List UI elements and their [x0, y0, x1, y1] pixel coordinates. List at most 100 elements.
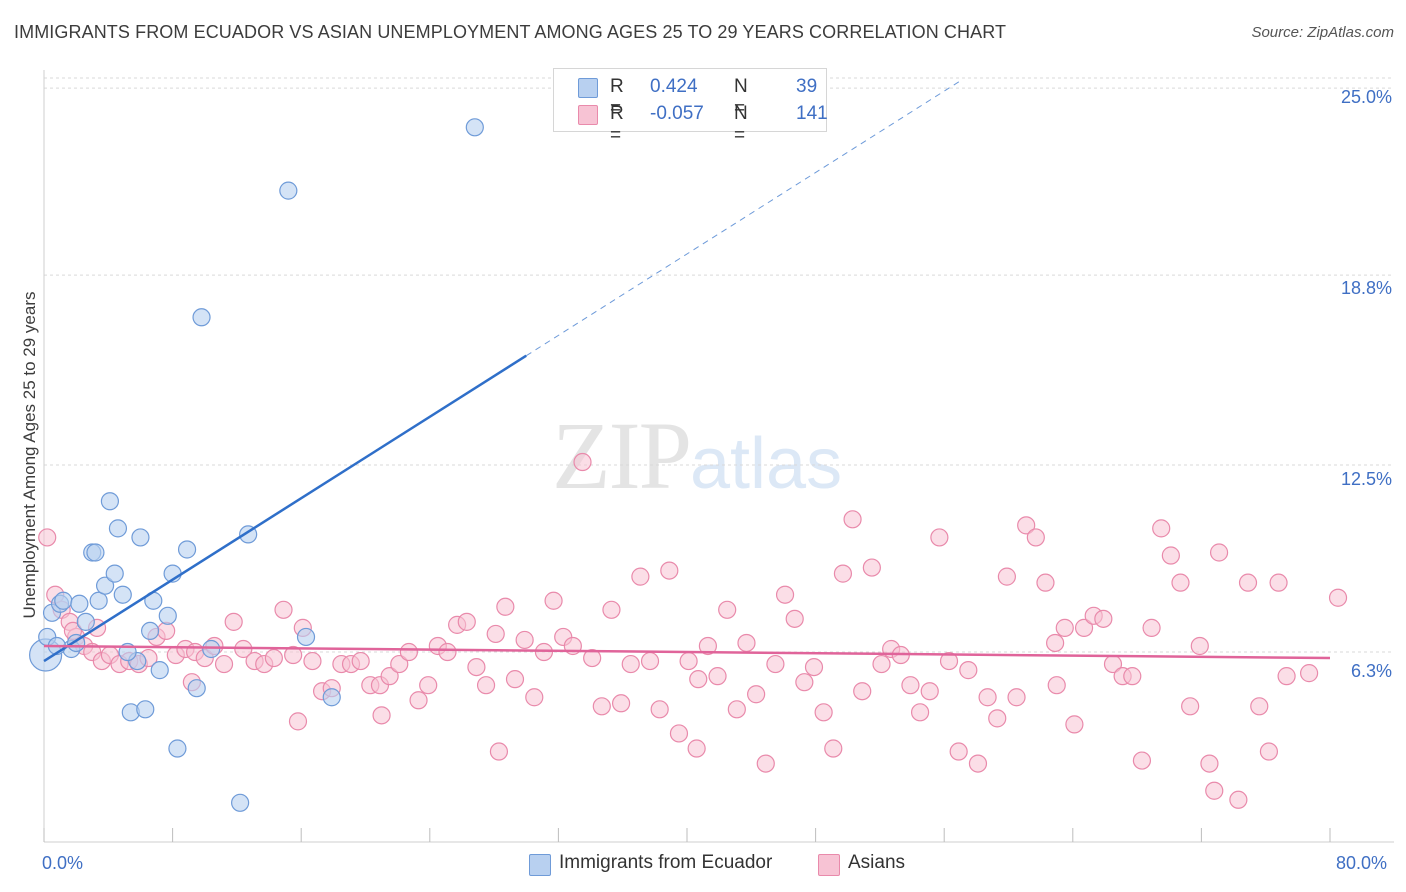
- ecuador-point: [108, 519, 128, 538]
- ecuador-point: [158, 606, 177, 625]
- r-value: 0.424: [650, 76, 698, 97]
- watermark: ZIPatlas: [552, 400, 842, 511]
- asian-point: [505, 670, 525, 689]
- asian-point: [157, 621, 176, 641]
- n-value: 141: [796, 103, 828, 124]
- asian-point: [698, 636, 717, 656]
- asian-point: [910, 703, 930, 722]
- asian-point: [968, 754, 988, 773]
- asian-point: [476, 676, 496, 695]
- ecuador-swatch: [578, 78, 598, 98]
- asian-point: [814, 703, 833, 722]
- asian-point: [824, 739, 843, 758]
- asian-swatch: [578, 105, 598, 125]
- asian-point: [1300, 664, 1319, 683]
- asian-point: [747, 685, 766, 704]
- n-value: 39: [796, 76, 818, 97]
- ecuador-point: [465, 118, 484, 137]
- asian-point: [592, 697, 611, 716]
- asian-point: [372, 706, 391, 725]
- asian-point: [496, 597, 515, 616]
- asian-trend-line: [43, 644, 1331, 660]
- asian-point: [438, 642, 457, 662]
- ecuador-point: [177, 540, 197, 559]
- asian-point: [274, 600, 293, 619]
- ecuador-point: [54, 591, 73, 610]
- asian-point: [409, 691, 428, 710]
- asian-point: [804, 657, 824, 677]
- r-value: -0.057: [650, 103, 704, 124]
- n-label: N =: [734, 76, 748, 119]
- asian-point: [1026, 528, 1045, 547]
- ecuador-point: [231, 793, 250, 812]
- ecuador-point: [150, 661, 169, 680]
- asian-point: [1328, 588, 1348, 607]
- asian-point: [573, 452, 592, 472]
- asian-point: [997, 567, 1016, 586]
- asian-point: [1161, 546, 1180, 565]
- ecuador-legend-label: Immigrants from Ecuador: [559, 852, 773, 873]
- asian-point: [214, 654, 234, 674]
- ecuador-trend-line: [43, 354, 527, 663]
- asian-point: [288, 712, 308, 731]
- asian-point: [489, 742, 509, 761]
- asian-point: [1017, 516, 1036, 535]
- ecuador-point: [86, 543, 105, 562]
- ecuador-point: [100, 492, 120, 511]
- asian-point: [515, 630, 534, 650]
- ecuador-point: [136, 700, 155, 719]
- asian-point: [399, 642, 419, 662]
- asian-point: [486, 624, 505, 644]
- ecuador-trend-extension: [525, 80, 961, 357]
- r-label: R =: [610, 103, 624, 146]
- asian-point: [1277, 667, 1296, 686]
- ecuador-point: [168, 739, 187, 758]
- asian-point: [843, 510, 862, 529]
- asian-point: [1259, 742, 1279, 761]
- asian-point: [303, 651, 322, 671]
- asian-point: [669, 724, 689, 743]
- ecuador-point: [76, 612, 95, 631]
- asian-point: [1250, 697, 1269, 716]
- x-tick-label-max: 80.0%: [1336, 853, 1388, 873]
- asian-point: [351, 651, 370, 671]
- asian-point: [1190, 636, 1209, 656]
- asian-point: [1007, 688, 1026, 707]
- asian-point: [467, 657, 486, 677]
- asian-point: [727, 700, 746, 719]
- r-label: R =: [610, 76, 624, 119]
- ecuador-point: [89, 591, 108, 610]
- y-tick-label: 12.5%: [1340, 469, 1392, 489]
- asian-point: [737, 633, 756, 653]
- source-label: Source: ZipAtlas.com: [1251, 24, 1394, 41]
- trend-lines: [43, 80, 1331, 663]
- asian-point: [1152, 519, 1171, 538]
- asian-point: [939, 651, 959, 671]
- asian-point: [419, 676, 438, 695]
- asian-point: [1065, 715, 1084, 734]
- ecuador-point: [187, 679, 206, 698]
- asian-point: [756, 754, 775, 773]
- asian-point: [224, 612, 243, 631]
- asian-point: [1181, 697, 1200, 716]
- y-tick-label: 6.3%: [1350, 661, 1392, 681]
- asian-point: [679, 651, 698, 671]
- grid-lines: [44, 77, 1394, 653]
- asian-point: [775, 585, 795, 604]
- asian-point: [978, 688, 997, 707]
- asian-point: [1209, 543, 1229, 562]
- asian-point: [1238, 573, 1258, 592]
- asian-point: [949, 742, 968, 761]
- asian-point: [457, 612, 476, 631]
- ecuador-point: [279, 181, 298, 200]
- asian-point: [766, 654, 785, 674]
- asian-point: [930, 528, 949, 547]
- asian-point: [390, 654, 409, 674]
- stats-legend: R = 0.424 N = 39 R = -0.057 N = 141: [553, 68, 828, 146]
- asian-point: [1142, 618, 1161, 637]
- asian-point: [1269, 573, 1288, 592]
- asian-point: [602, 600, 621, 619]
- ecuador-legend-swatch: [529, 854, 551, 876]
- asian-point: [795, 673, 814, 692]
- asian-point: [1171, 573, 1190, 592]
